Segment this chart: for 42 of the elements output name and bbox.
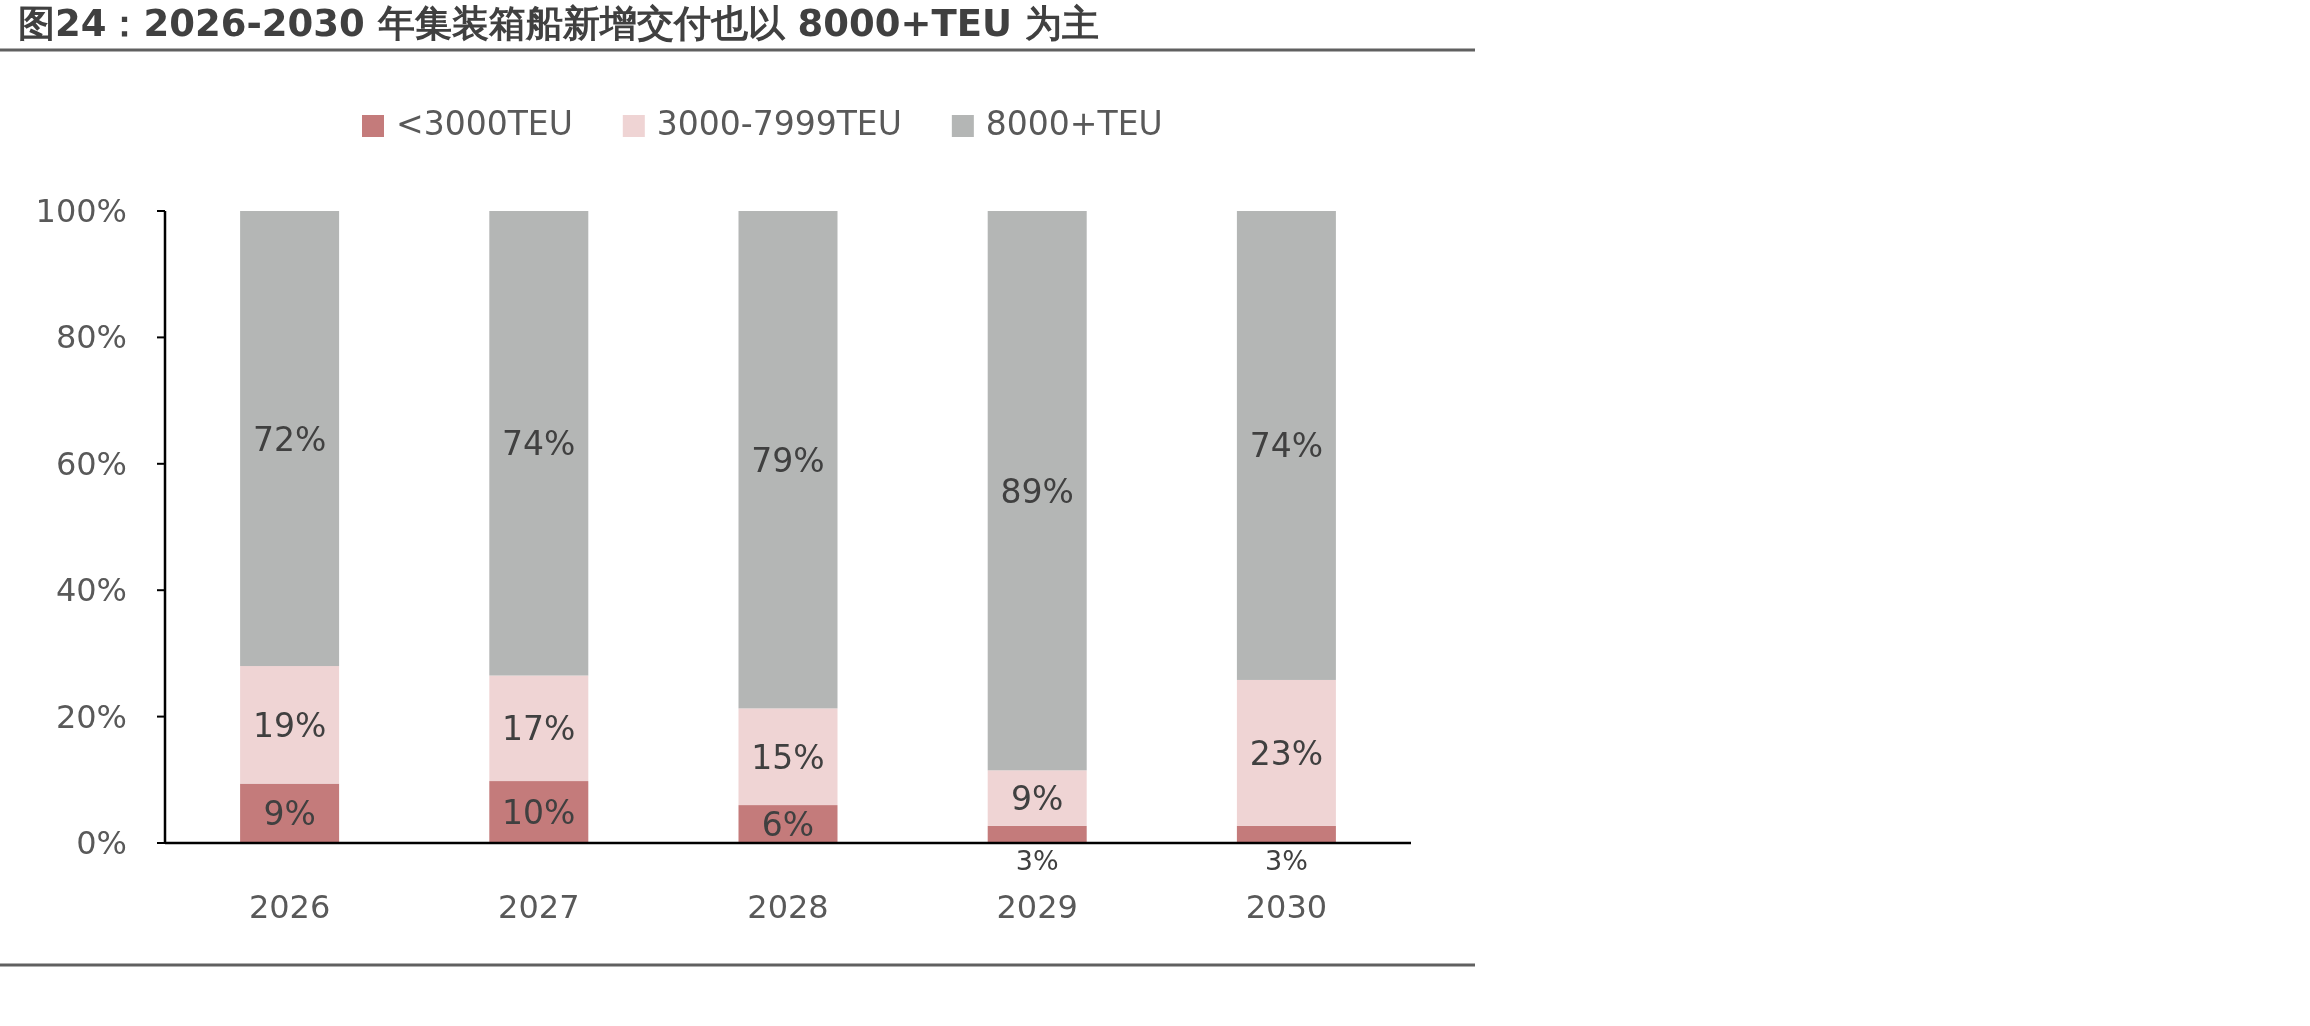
- bar: [987, 211, 1087, 771]
- x-tick-label: 2029: [996, 888, 1078, 926]
- data-label: 19%: [252, 705, 327, 745]
- data-label: 3%: [1264, 845, 1308, 876]
- chart-title: 图24：2026-2030 年集装箱船新增交付也以 8000+TEU 为主: [18, 2, 1099, 45]
- bar: [489, 211, 589, 676]
- data-label: 15%: [751, 737, 825, 777]
- legend-label: <3000TEU: [396, 104, 573, 143]
- bar: [240, 211, 340, 667]
- x-tick-label: 2027: [498, 888, 580, 926]
- y-tick-label: 60%: [55, 444, 127, 483]
- bar: [738, 708, 838, 806]
- data-label: 23%: [1249, 733, 1324, 773]
- x-tick-label: 2026: [248, 888, 331, 926]
- data-label: 74%: [1249, 426, 1324, 466]
- data-label: 6%: [761, 805, 815, 845]
- y-tick-label: 80%: [55, 318, 127, 357]
- bar: [1236, 211, 1336, 680]
- data-label: 74%: [502, 424, 576, 464]
- data-label: 3%: [1015, 845, 1059, 876]
- y-tick-label: 40%: [55, 571, 127, 610]
- data-label: 89%: [1000, 471, 1074, 511]
- data-label: 10%: [502, 793, 576, 833]
- bar: [1236, 679, 1336, 826]
- legend-label: 8000+TEU: [985, 104, 1163, 143]
- data-label: 79%: [751, 440, 825, 480]
- x-tick-label: 2030: [1245, 888, 1328, 926]
- bar: [738, 211, 838, 709]
- bar: [987, 825, 1087, 843]
- bar: [489, 675, 589, 782]
- data-label: 72%: [252, 419, 327, 459]
- bar: [1236, 825, 1336, 843]
- data-label: 17%: [502, 709, 576, 749]
- y-tick-label: 0%: [76, 824, 127, 862]
- y-tick-label: 20%: [55, 697, 127, 736]
- data-label: 9%: [1011, 779, 1064, 819]
- data-label: 9%: [263, 794, 316, 834]
- bar: [240, 666, 340, 784]
- x-tick-label: 2028: [747, 888, 829, 926]
- y-tick-label: 100%: [35, 192, 127, 230]
- bar: [987, 770, 1087, 826]
- legend-label: 3000-7999TEU: [656, 104, 902, 143]
